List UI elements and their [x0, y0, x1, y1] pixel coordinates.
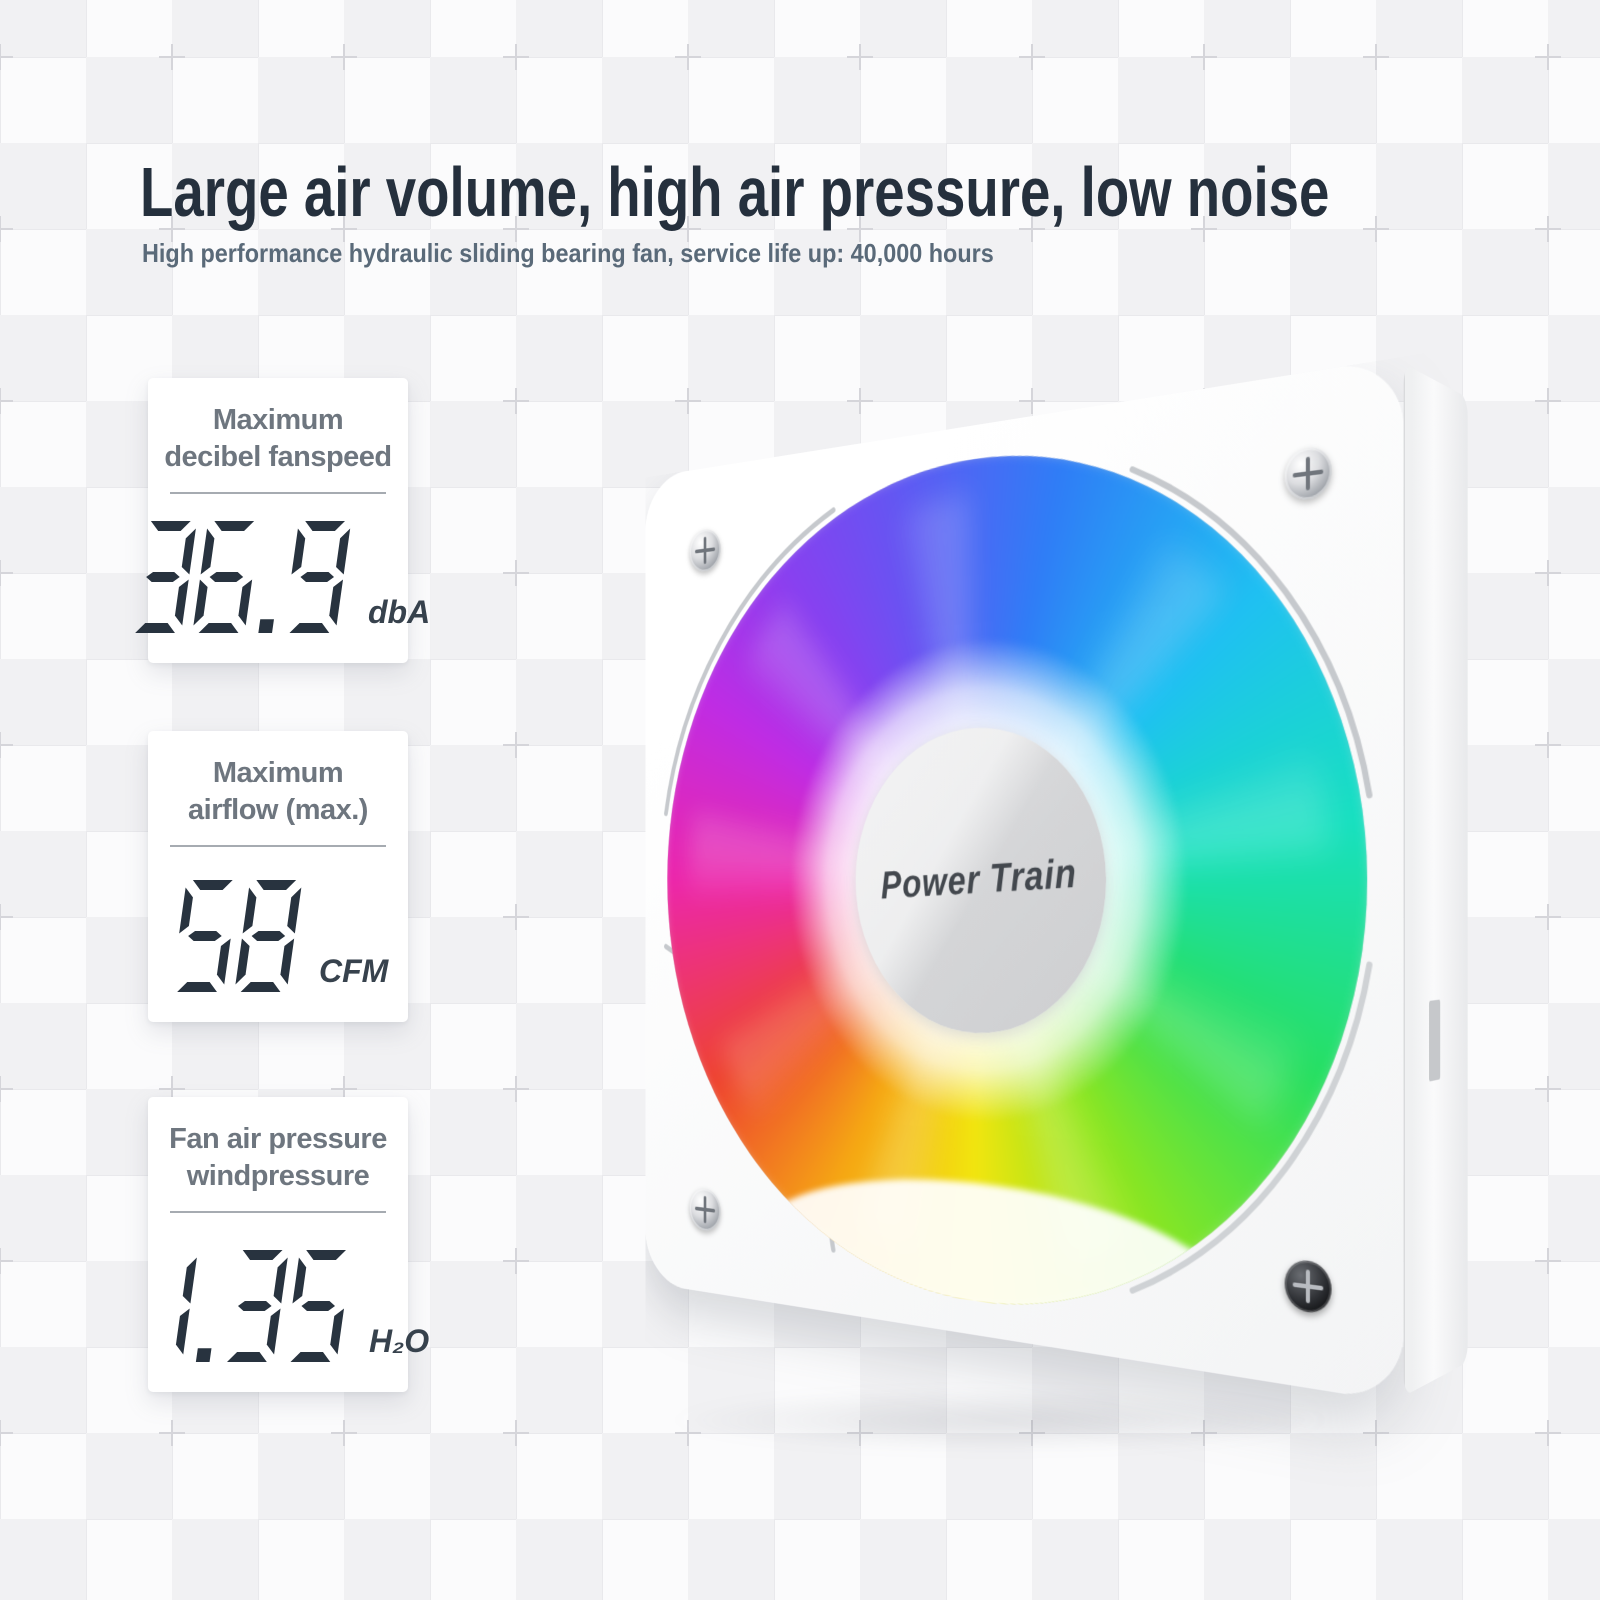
spec-card-title: Fan air pressure windpressure [164, 1121, 392, 1195]
fan-shadow [640, 1385, 1360, 1455]
spec-title-line1: Maximum [212, 757, 344, 789]
screw-top-right [1284, 444, 1332, 503]
spec-unit: H₂O [368, 1323, 430, 1359]
spec-value-row: dbA [134, 521, 430, 637]
fan-side-tab [1429, 999, 1441, 1082]
brand-label: Power Train [879, 850, 1078, 908]
spec-value-lcd [126, 521, 366, 633]
fan-side-panel [1403, 363, 1468, 1397]
divider [170, 845, 386, 848]
page-subtitle: High performance hydraulic sliding beari… [142, 238, 994, 268]
spec-value-lcd [168, 880, 317, 992]
spec-card-pressure: Fan air pressure windpressure H₂O [148, 1097, 429, 1392]
spec-value-row: CFM [164, 880, 392, 996]
spec-unit: dbA [367, 594, 431, 630]
spec-unit: CFM [319, 953, 389, 989]
spec-card-title: Maximum decibel fanspeed [164, 402, 392, 476]
spec-value-row: H₂O [164, 1250, 429, 1366]
spec-title-line2: windpressure [186, 1160, 370, 1193]
fan-frame: Power Train [645, 356, 1404, 1404]
screw-bottom-right [1284, 1257, 1332, 1316]
fan-product-image: Power Train [645, 356, 1468, 1404]
spec-title-line2: airflow (max.) [188, 794, 368, 827]
spec-card-decibel: Maximum decibel fanspeed dbA [134, 378, 430, 663]
spec-value-lcd [127, 1250, 367, 1362]
spec-card-airflow: Maximum airflow (max.) CFM [148, 731, 408, 1022]
spec-title-line1: Fan air pressure [169, 1123, 387, 1155]
page-title: Large air volume, high air pressure, low… [140, 152, 1330, 231]
divider [170, 492, 386, 495]
divider [170, 1211, 386, 1214]
spec-title-line2: decibel fanspeed [164, 441, 392, 474]
spec-title-line1: Maximum [212, 404, 344, 436]
spec-card-title: Maximum airflow (max.) [164, 755, 392, 829]
